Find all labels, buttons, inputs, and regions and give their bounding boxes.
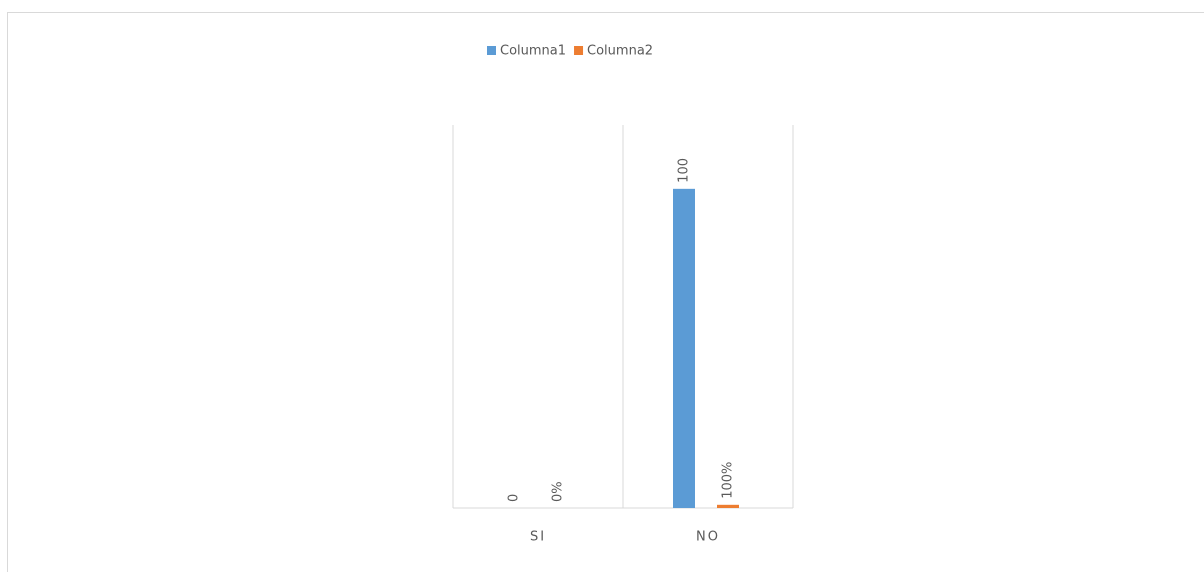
data-label: 100%	[721, 462, 736, 499]
legend-label: Columna1	[500, 44, 566, 59]
bar	[673, 188, 695, 509]
x-tick-label: NO	[696, 530, 720, 545]
data-label: 0	[507, 494, 522, 502]
data-label: 0%	[551, 481, 566, 502]
data-label: 100	[677, 158, 692, 183]
legend-label: Columna2	[587, 44, 653, 59]
legend-swatch	[487, 46, 496, 55]
chart-border	[7, 12, 1204, 572]
x-tick-label: SI	[530, 530, 546, 545]
legend-swatch	[574, 46, 584, 55]
bar	[717, 504, 739, 508]
